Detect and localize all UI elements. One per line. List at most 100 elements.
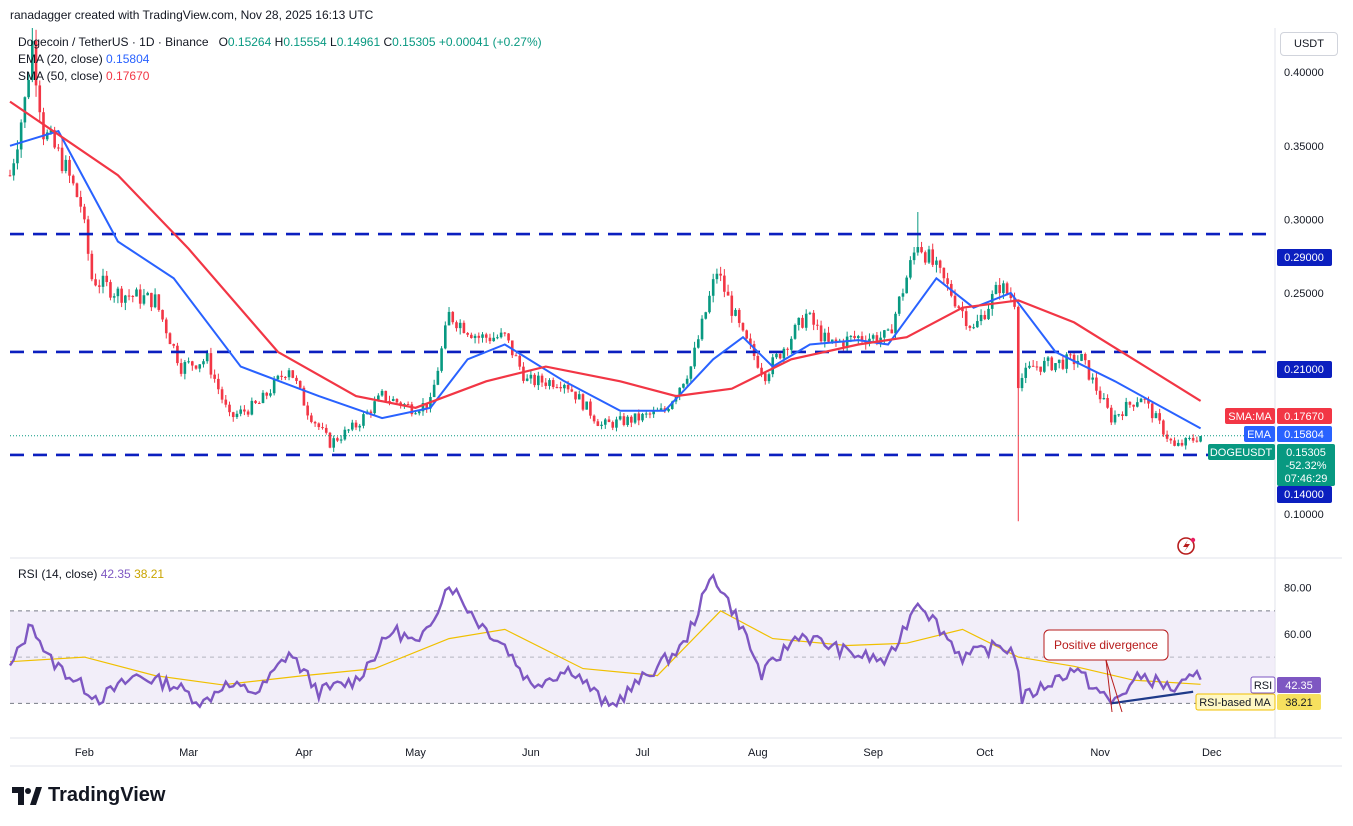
time-tick-label: Feb	[75, 747, 94, 759]
ema-legend-row[interactable]: EMA (20, close) 0.15804	[18, 51, 542, 68]
level-badge-014: 0.14000	[1277, 486, 1332, 503]
tradingview-logo[interactable]: TradingView	[12, 784, 165, 807]
svg-text:0.15305: 0.15305	[1286, 447, 1326, 459]
candle-body	[458, 322, 462, 329]
candle-body	[1046, 357, 1050, 361]
candle-body	[693, 347, 696, 367]
candle-body	[615, 419, 618, 428]
candle-body	[689, 366, 693, 379]
rsi-tick-label: 60.00	[1284, 629, 1312, 641]
candle-body	[574, 391, 577, 400]
divergence-annotation[interactable]: Positive divergence	[1043, 629, 1169, 713]
support-resistance-levels	[10, 232, 1275, 457]
candle-body	[395, 398, 399, 403]
candle-body	[1165, 434, 1169, 439]
candle-body	[912, 252, 916, 261]
candle-body	[793, 324, 797, 339]
candle-body	[53, 130, 56, 148]
price-tick-label: 0.10000	[1284, 509, 1324, 521]
candle-body	[161, 309, 164, 320]
svg-text:RSI-based MA: RSI-based MA	[1199, 697, 1271, 709]
candle-body	[983, 314, 987, 320]
chart-caption: ranadagger created with TradingView.com,…	[10, 8, 374, 22]
candle-body	[444, 325, 447, 349]
price-tick-label: 0.25000	[1284, 288, 1324, 300]
candle-body	[406, 403, 410, 405]
tradingview-logo-icon	[12, 786, 42, 805]
candle-body	[723, 275, 726, 292]
symbol-row[interactable]: Dogecoin / TetherUS · 1D · Binance O0.15…	[18, 34, 542, 51]
candle-body	[1195, 440, 1199, 442]
candle-body	[343, 429, 347, 440]
candle-body	[280, 375, 283, 377]
candle-body	[499, 332, 503, 338]
sma-legend-row[interactable]: SMA (50, close) 0.17670	[18, 68, 542, 85]
svg-text:EMA: EMA	[1247, 429, 1272, 441]
candle-body	[894, 313, 897, 334]
candle-body	[369, 411, 373, 414]
candle-body	[49, 130, 53, 133]
candle-body	[410, 404, 414, 415]
candle-body	[797, 317, 801, 325]
candle-body	[942, 267, 946, 279]
currency-button[interactable]: USDT	[1280, 32, 1338, 56]
candle-body	[235, 413, 239, 418]
candle-body	[1109, 407, 1113, 423]
candle-body	[347, 429, 350, 431]
candle-body	[626, 416, 629, 425]
candle-body	[492, 337, 495, 342]
divergence-trendline[interactable]	[1111, 690, 1194, 705]
candle-body	[1054, 363, 1057, 371]
candle-body	[577, 394, 581, 400]
candle-body	[332, 438, 335, 448]
svg-text:0.15804: 0.15804	[1284, 429, 1324, 441]
sma-badge: SMA:MA 0.17670	[1225, 408, 1332, 424]
candle-body	[324, 427, 328, 433]
candle-body	[897, 296, 901, 314]
candle-body	[741, 322, 745, 331]
candle-body	[105, 275, 109, 283]
candle-body	[116, 288, 120, 297]
candle-body	[905, 277, 908, 294]
svg-text:07:46:29: 07:46:29	[1285, 473, 1328, 485]
candle-body	[1061, 359, 1065, 369]
candle-body	[19, 122, 23, 150]
svg-text:-52.32%: -52.32%	[1286, 460, 1327, 472]
candle-body	[603, 419, 607, 425]
candle-body	[75, 183, 79, 197]
main-pane[interactable]	[10, 28, 1275, 558]
lightning-alert-icon[interactable]	[1177, 537, 1196, 555]
candle-body	[198, 364, 202, 369]
candle-body	[220, 389, 224, 400]
candle-body	[64, 159, 68, 172]
candle-body	[979, 314, 983, 322]
rsi-tick-label: 80.00	[1284, 583, 1312, 595]
annotation-pointer-left	[1105, 659, 1123, 713]
rsi-legend[interactable]: RSI (14, close) 42.35 38.21	[18, 567, 164, 581]
candle-body	[194, 365, 198, 369]
rsi-ma-line	[9, 610, 1201, 686]
candle-body	[153, 294, 157, 308]
candle-body	[250, 400, 254, 415]
time-axis[interactable]: Feb Mar Apr May Jun Jul Aug Sep Oct Nov Dec	[75, 747, 1222, 759]
candle-body	[124, 295, 127, 303]
candle-body	[1039, 366, 1042, 372]
level-badge-021: 0.21000	[1277, 361, 1332, 378]
symbol-name[interactable]: Dogecoin / TetherUS · 1D · Binance	[18, 35, 209, 49]
level-badge-029: 0.29000	[1277, 249, 1332, 266]
candle-body	[711, 279, 715, 296]
candle-body	[246, 411, 250, 415]
rsi-axis[interactable]: 80.00 60.00	[1284, 583, 1312, 641]
sma-legend-label: SMA (50, close)	[18, 69, 103, 83]
candle-body	[470, 334, 473, 339]
candle-body	[812, 312, 815, 325]
candle-body	[856, 336, 860, 339]
candle-body	[23, 97, 27, 123]
candle-body	[1113, 414, 1117, 423]
candle-body	[749, 338, 752, 345]
svg-text:DOGEUSDT: DOGEUSDT	[1210, 447, 1273, 459]
candle-body	[447, 311, 451, 326]
candle-body	[1139, 398, 1143, 403]
candle-body	[659, 408, 663, 411]
